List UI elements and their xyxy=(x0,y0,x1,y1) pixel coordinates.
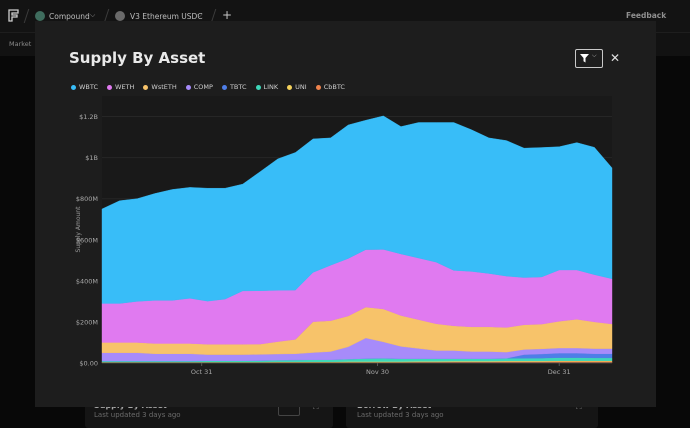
legend-item[interactable]: WETH xyxy=(107,82,134,92)
y-tick-label: $1.2B xyxy=(79,113,98,121)
legend-item[interactable]: UNI xyxy=(287,82,307,92)
area-series-wbtc xyxy=(101,115,613,304)
x-tick-label: Oct 31 xyxy=(191,368,213,376)
protocol-icon xyxy=(35,11,45,21)
legend-item[interactable]: COMP xyxy=(185,82,213,92)
background-card-subtitle: Last updated 3 days ago xyxy=(94,411,181,419)
x-tick-label: Dec 31 xyxy=(548,368,571,376)
sub-nav-tab[interactable]: Market xyxy=(9,40,32,48)
market-chevron-down-icon[interactable]: ⌵ xyxy=(197,11,203,19)
legend-item[interactable]: WstETH xyxy=(143,82,177,92)
y-tick-label: $400M xyxy=(76,277,98,285)
y-tick-label: $800M xyxy=(76,195,98,203)
ethereum-icon xyxy=(115,11,125,21)
filter-icon xyxy=(580,54,589,63)
supply-area-chart[interactable]: $0.00 $200M $400M $600M $800M $1B $1.2B Supply … xyxy=(35,21,656,407)
legend-label: WstETH xyxy=(151,83,177,91)
add-icon[interactable]: + xyxy=(222,8,233,22)
legend-label: WETH xyxy=(115,83,135,91)
legend-item[interactable]: LINK xyxy=(255,82,279,92)
y-tick-label: $200M xyxy=(76,318,98,326)
legend-dot-icon xyxy=(255,84,261,90)
y-tick-label: $600M xyxy=(76,236,98,244)
legend-dot-icon xyxy=(185,84,191,90)
legend-item[interactable]: WBTC xyxy=(71,82,98,92)
y-tick-label: $1B xyxy=(85,154,98,162)
y-tick-label: $0.00 xyxy=(79,360,98,368)
x-tick-label: Nov 30 xyxy=(366,368,389,376)
legend-item[interactable]: CbBTC xyxy=(315,82,345,92)
breadcrumb-separator xyxy=(23,9,30,23)
legend-dot-icon xyxy=(287,84,293,90)
feedback-link[interactable]: Feedback xyxy=(626,11,667,20)
modal-title: Supply By Asset xyxy=(69,49,206,67)
legend-dot-icon xyxy=(315,84,321,90)
background-card-subtitle: Last updated 3 days ago xyxy=(357,411,444,419)
legend-label: TBTC xyxy=(229,83,247,91)
close-icon[interactable]: ✕ xyxy=(609,51,621,65)
y-axis-label: Supply Amount xyxy=(75,206,82,253)
market-selector[interactable]: V3 Ethereum USDC xyxy=(130,12,203,21)
protocol-chevron-down-icon[interactable]: ⌵ xyxy=(90,11,96,19)
legend-dot-icon xyxy=(107,84,113,90)
legend-dot-icon xyxy=(221,84,227,90)
legend-label: UNI xyxy=(295,83,307,91)
filter-chevron-down-icon: ⌵ xyxy=(592,52,597,59)
legend-dot-icon xyxy=(143,84,149,90)
legend-label: LINK xyxy=(263,83,279,91)
app-logo-icon[interactable] xyxy=(8,9,19,22)
legend-label: CbBTC xyxy=(323,83,345,91)
legend-dot-icon xyxy=(71,84,76,90)
chart-legend: WBTC WETH WstETH COMP TBTC LINK UNI CbBTC xyxy=(71,82,354,92)
protocol-selector[interactable]: Compound xyxy=(49,12,90,21)
legend-label: WBTC xyxy=(79,83,99,91)
legend-label: COMP xyxy=(193,83,213,91)
filter-button[interactable]: ⌵ xyxy=(575,49,603,68)
legend-item[interactable]: TBTC xyxy=(221,82,247,92)
